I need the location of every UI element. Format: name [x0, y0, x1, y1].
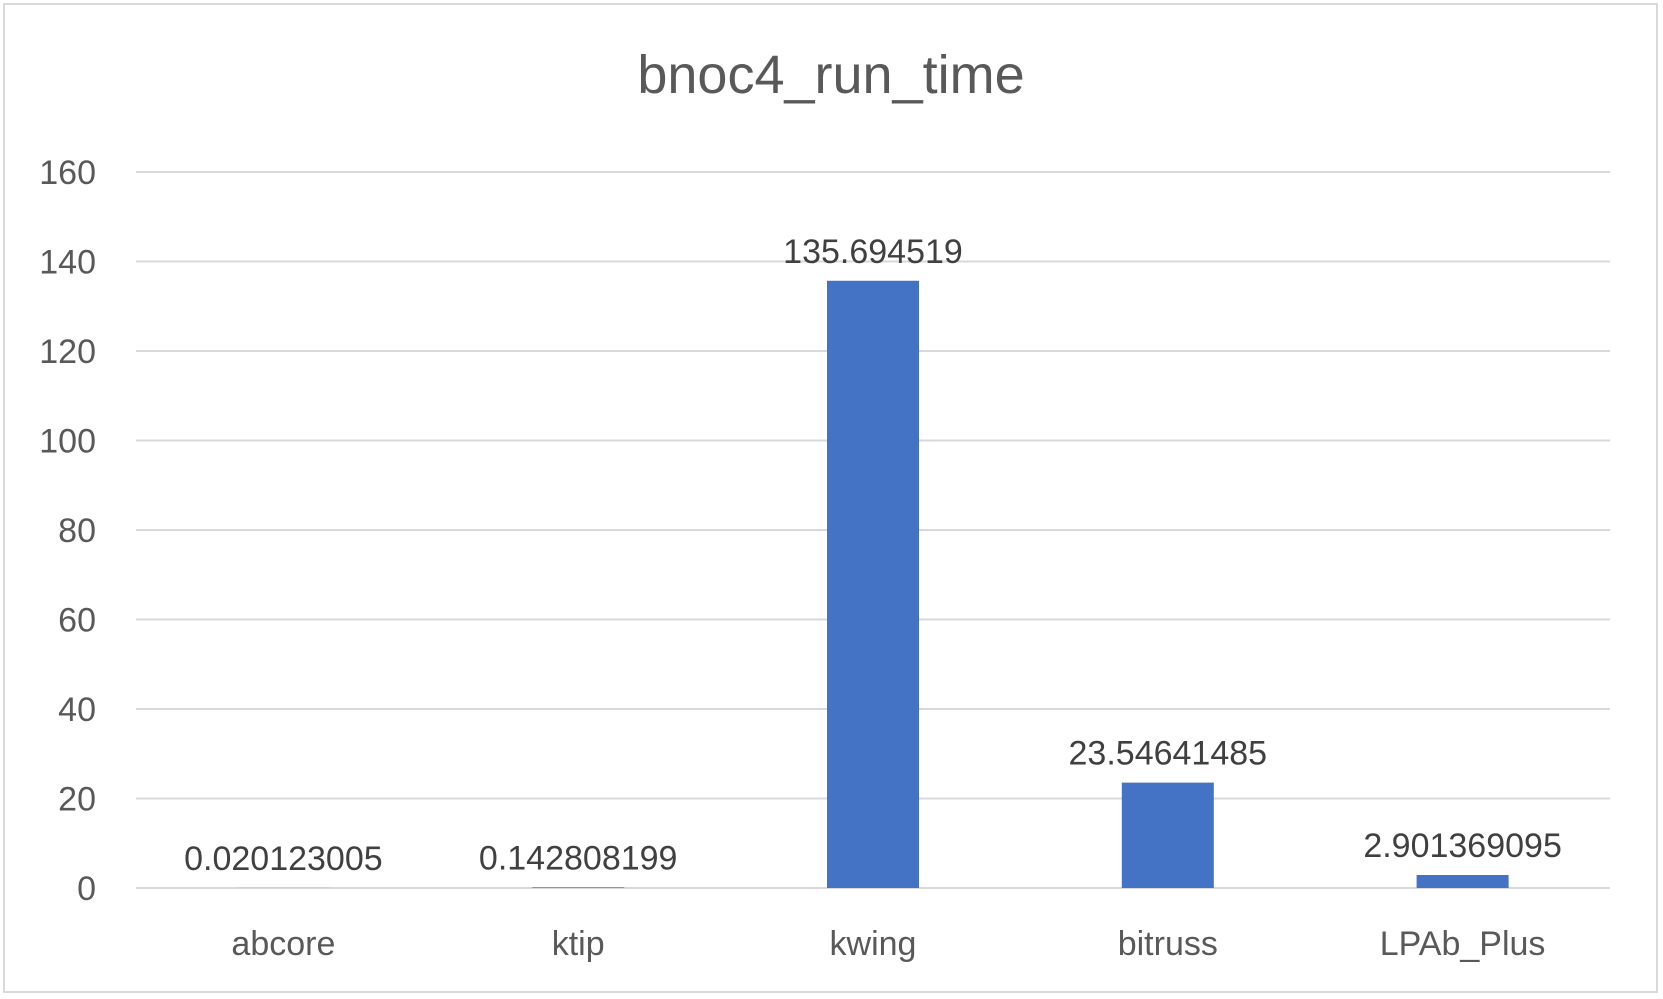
data-label-ktip: 0.142808199 — [479, 839, 678, 877]
y-tick-label: 20 — [58, 781, 96, 819]
y-tick-label: 100 — [39, 423, 96, 461]
y-axis-ticks: 0 20 40 60 80 100 120 140 160 — [39, 154, 96, 908]
y-tick-label: 120 — [39, 333, 96, 371]
y-tick-label: 160 — [39, 154, 96, 192]
data-label-kwing: 135.694519 — [783, 233, 963, 271]
bar-bitruss — [1121, 782, 1214, 888]
data-label-abcore: 0.020123005 — [184, 840, 383, 878]
y-tick-label: 60 — [58, 602, 96, 640]
category-label-ktip: ktip — [552, 925, 605, 963]
data-label-bitruss: 23.54641485 — [1069, 735, 1268, 773]
category-label-bitruss: bitruss — [1118, 925, 1218, 963]
x-axis-categories: abcore ktip kwing bitruss LPAb_Plus — [231, 925, 1545, 963]
y-tick-label: 40 — [58, 691, 96, 729]
bar-kwing — [827, 280, 919, 888]
y-tick-label: 80 — [58, 512, 96, 550]
bar-LPAb_Plus — [1416, 875, 1509, 888]
chart-title: bnoc4_run_time — [637, 45, 1024, 105]
y-tick-label: 0 — [77, 870, 96, 908]
bar-ktip — [532, 887, 625, 888]
category-label-abcore: abcore — [231, 925, 335, 963]
category-label-kwing: kwing — [830, 925, 917, 963]
category-label-LPAb_Plus: LPAb_Plus — [1380, 925, 1546, 963]
data-label-LPAb_Plus: 2.901369095 — [1363, 827, 1562, 865]
data-labels: 0.020123005 0.142808199 135.694519 23.54641… — [184, 233, 1562, 878]
bars — [237, 280, 1509, 888]
y-tick-label: 140 — [39, 244, 96, 282]
